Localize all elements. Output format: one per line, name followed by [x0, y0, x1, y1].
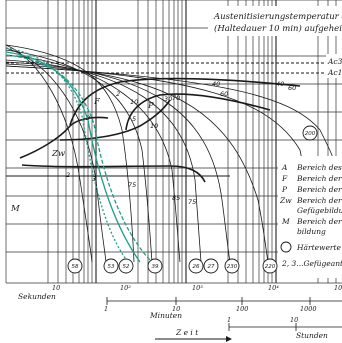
transformation-curves	[19, 77, 301, 183]
sek-tick-1000: 10³	[192, 284, 203, 292]
legend-text-Zw: Bereich der Z	[296, 196, 342, 205]
region-F: F	[93, 97, 101, 107]
sek-tick-100: 10²	[120, 284, 131, 292]
fraction-2c: 2	[66, 171, 70, 179]
fraction-2a: 2	[116, 90, 120, 98]
sekunden-label: Sekunden	[18, 292, 56, 301]
fraction-5: 5	[132, 115, 136, 123]
hardness-circle-200	[302, 125, 318, 141]
fraction-2b: 2	[86, 114, 90, 122]
legend-text-M2: bildung	[297, 227, 326, 236]
hardness-circle-27	[203, 258, 219, 274]
region-M: M	[10, 204, 20, 214]
ac3-label: Ac3	[327, 57, 342, 66]
fraction-40a: 40	[212, 80, 220, 88]
region-Zw: Zw	[51, 149, 66, 159]
header-line-2: (Haltedauer 10 min) aufgeheizt i	[214, 23, 342, 34]
min-tick-1000: 1000	[300, 305, 317, 313]
hardness-circle-53	[103, 258, 119, 274]
fraction-60a: 60	[220, 90, 228, 98]
hardness-200: 200	[305, 131, 316, 137]
fraction-10b: 10	[150, 122, 158, 130]
std-tick-1: 1	[227, 316, 231, 324]
legend: A Bereich des A F Bereich der F P Bereic…	[279, 163, 342, 268]
green-curves	[5, 47, 153, 263]
legend-key-F: F	[281, 174, 288, 183]
sek-tick-100000: 10⁵	[334, 284, 342, 292]
legend-text-P: Bereich der P	[296, 185, 342, 194]
min-tick-1: 1	[104, 305, 108, 313]
hardness-27: 27	[208, 264, 215, 270]
legend-text-Zw2: Gefügebildun	[297, 206, 342, 215]
std-tick-10: 10	[290, 316, 298, 324]
fraction-75a: 75	[128, 181, 136, 189]
legend-hardness-label: Härtewerte	[296, 243, 342, 252]
stunden-label: Stunden	[296, 331, 328, 340]
hardness-circle-39	[147, 258, 163, 274]
hardness-58: 58	[72, 264, 79, 270]
hardness-circle-220	[262, 258, 278, 274]
min-tick-100: 100	[236, 305, 248, 313]
fraction-85: 85	[172, 194, 180, 202]
sek-tick-10000: 10⁴	[268, 284, 279, 292]
legend-text-A: Bereich des A	[296, 163, 342, 172]
hardness-circle-52	[118, 258, 134, 274]
hardness-39: 39	[152, 264, 159, 270]
legend-text-F: Bereich der F	[296, 174, 342, 183]
fraction-10a: 10	[130, 98, 138, 106]
fraction-70: 70	[172, 94, 180, 102]
axes	[106, 297, 342, 342]
hardness-circle-26	[188, 258, 204, 274]
fraction-30: 30	[164, 95, 172, 103]
legend-key-P: P	[281, 185, 288, 194]
hardness-circle-58	[67, 258, 83, 274]
legend-hardness-circle-icon	[280, 241, 292, 253]
ferrite-start-curve	[69, 77, 301, 126]
zeit-label: Z e i t	[175, 328, 199, 337]
fraction-75b: 75	[188, 198, 196, 206]
minuten-label: Minuten	[149, 311, 182, 320]
hardness-circles	[67, 125, 318, 274]
bainite-start-curve	[19, 116, 109, 159]
legend-text-M: Bereich der M	[296, 217, 342, 226]
sek-tick-10: 10	[52, 284, 60, 292]
legend-key-A: A	[281, 163, 288, 172]
hardness-230: 230	[227, 264, 238, 270]
hardness-26: 26	[193, 264, 200, 270]
hardness-52: 52	[123, 264, 130, 270]
hardness-220: 220	[265, 264, 276, 270]
zeit-arrowhead-icon	[226, 336, 232, 342]
hardness-circle-230	[224, 258, 240, 274]
header-line-1: Austenitisierungstemperatur 85	[213, 12, 342, 22]
min-tick-10: 10	[172, 305, 180, 313]
hardness-53: 53	[108, 264, 115, 270]
fraction-40b: 40	[276, 80, 284, 88]
pearlite-nose-curve	[125, 93, 271, 131]
legend-fraction-label: 2, 3...Gefügeanteil	[281, 259, 342, 268]
fraction-3: 3	[92, 175, 96, 183]
legend-key-Zw: Zw	[279, 196, 292, 205]
bainite-end-curve	[21, 164, 206, 183]
region-P: P	[147, 101, 154, 111]
legend-key-M: M	[281, 217, 290, 226]
legend-box	[278, 156, 342, 278]
fraction-60b: 60	[288, 84, 296, 92]
ac1-label: Ac1	[327, 68, 342, 77]
header-box	[208, 6, 342, 36]
